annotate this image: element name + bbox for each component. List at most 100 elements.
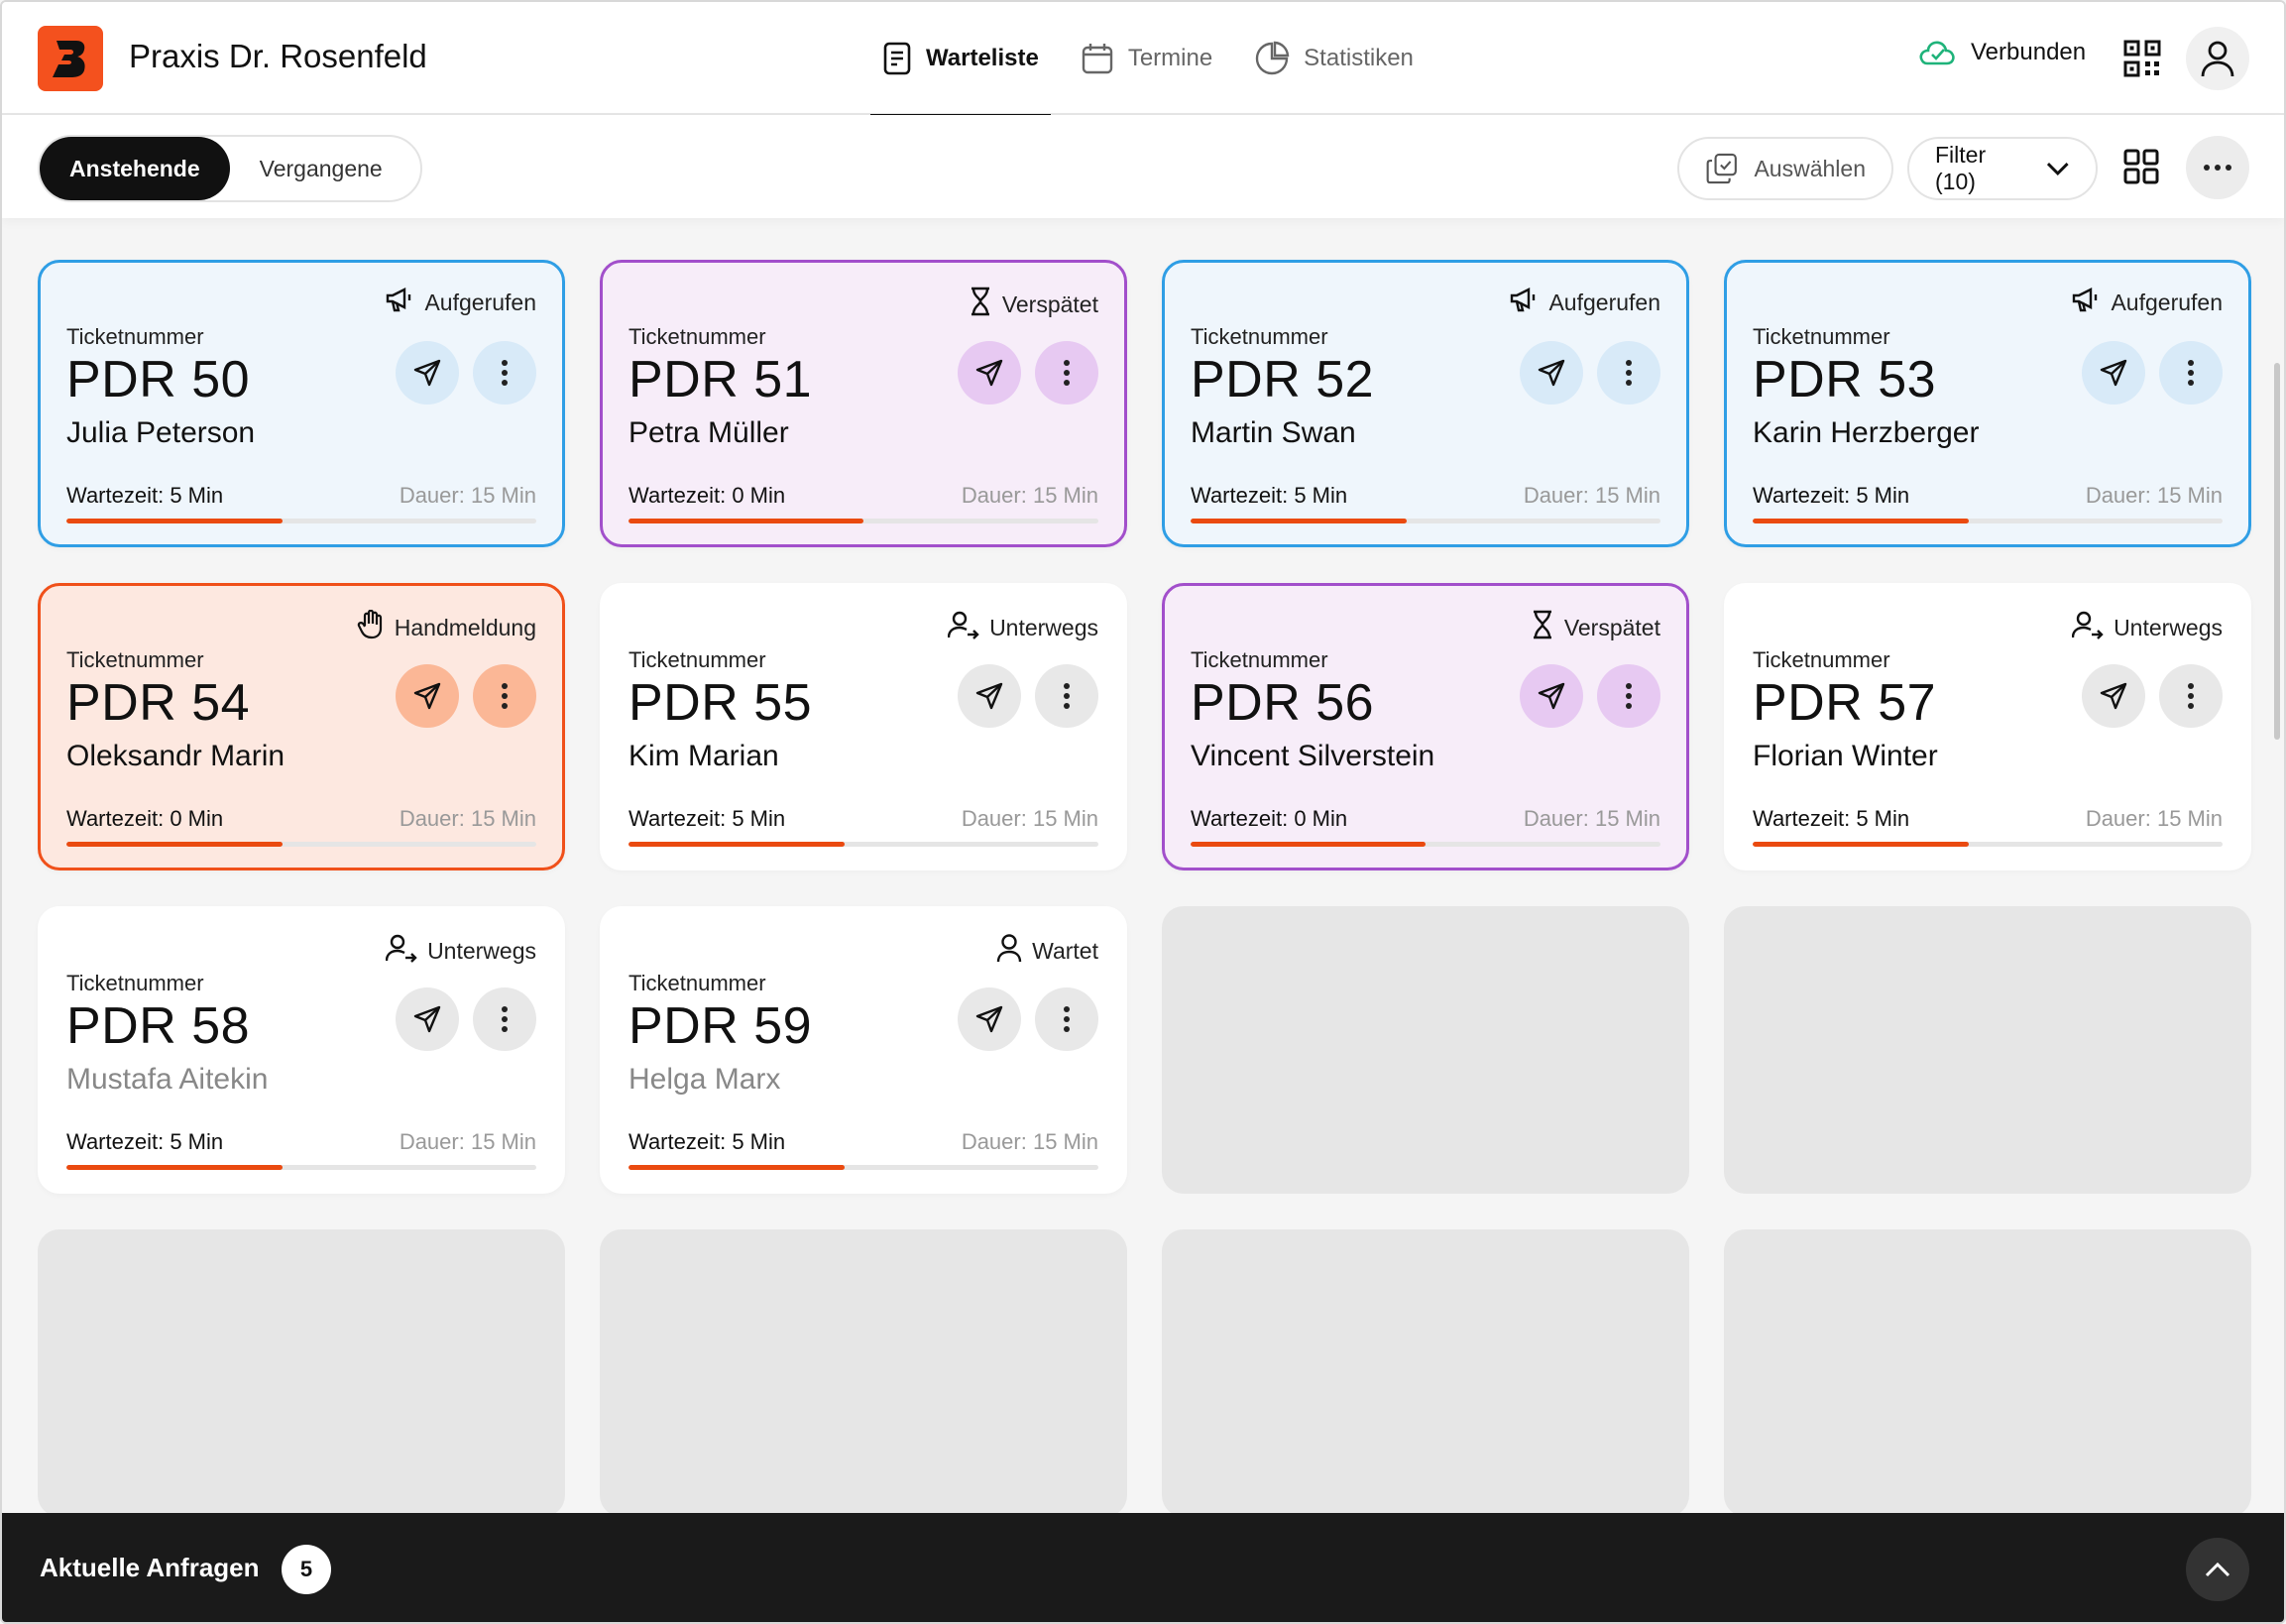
send-button[interactable] [1520,664,1583,728]
hourglass-icon [1531,610,1554,645]
wait-time: Wartezeit: 5 Min [66,483,224,508]
ticket-number-label: Ticketnummer [1753,324,1890,349]
ticket-status: Wartet [996,933,1098,969]
duration: Dauer: 15 Min [961,806,1098,831]
tab-warteliste[interactable]: Warteliste [870,2,1051,117]
ellipsis-vertical-icon [2188,683,2194,709]
card-more-button[interactable] [473,664,536,728]
empty-card-slot [1724,906,2251,1194]
progress-bar-fill [629,519,863,523]
requests-label: Aktuelle Anfragen [40,1553,260,1582]
ticket-number: PDR 57 [1753,674,1937,732]
more-options-button[interactable] [2186,136,2249,199]
segment-anstehende[interactable]: Anstehende [40,137,230,200]
card-more-button[interactable] [1597,341,1660,405]
ticket-status: Unterwegs [2071,610,2223,645]
send-button[interactable] [396,341,459,405]
card-more-button[interactable] [2159,664,2223,728]
send-button[interactable] [958,987,1021,1051]
grid-view-icon[interactable] [2123,149,2159,189]
duration: Dauer: 15 Min [2085,483,2223,508]
send-button[interactable] [2082,664,2145,728]
user-arrow-icon [947,610,979,645]
expand-requests-button[interactable] [2186,1538,2249,1601]
tab-termine[interactable]: Termine [1069,2,1224,115]
wait-time: Wartezeit: 0 Min [1191,806,1348,831]
user-avatar-button[interactable] [2186,27,2249,90]
ticket-number-label: Ticketnummer [66,324,204,349]
wait-time: Wartezeit: 5 Min [1753,806,1910,831]
patient-name: Karin Herzberger [1753,416,1980,449]
ellipsis-vertical-icon [1064,360,1070,386]
card-more-button[interactable] [1597,664,1660,728]
qr-code-icon[interactable] [2123,40,2161,82]
ticket-number-label: Ticketnummer [629,324,766,349]
ticket-card[interactable]: Unterwegs Ticketnummer PDR 58 Mustafa Ai… [38,906,565,1194]
send-button[interactable] [396,987,459,1051]
progress-bar-fill [629,842,846,847]
multi-select-icon [1706,153,1737,184]
filter-dropdown[interactable]: Filter (10) [1907,137,2098,200]
ticket-card[interactable]: Unterwegs Ticketnummer PDR 55 Kim Marian… [600,583,1127,870]
duration: Dauer: 15 Min [961,1129,1098,1154]
calendar-icon [1082,44,1113,74]
send-button[interactable] [2082,341,2145,405]
ticket-number: PDR 59 [629,997,813,1055]
ticket-status-label: Unterwegs [2114,614,2223,640]
send-icon [1538,359,1565,387]
empty-card-slot [600,1229,1127,1517]
ticket-card[interactable]: Aufgerufen Ticketnummer PDR 52 Martin Sw… [1162,260,1689,547]
ticket-status: Handmeldung [357,609,536,645]
progress-bar [629,842,1098,847]
connection-status: Verbunden [1917,38,2086,67]
ellipsis-vertical-icon [502,360,508,386]
card-more-button[interactable] [1035,341,1098,405]
send-button[interactable] [1520,341,1583,405]
ticket-card[interactable]: Verspätet Ticketnummer PDR 56 Vincent Si… [1162,583,1689,870]
ticket-number-label: Ticketnummer [629,647,766,672]
ticket-card[interactable]: Wartet Ticketnummer PDR 59 Helga Marx Wa… [600,906,1127,1194]
ticket-status: Unterwegs [385,933,536,969]
tab-statistiken[interactable]: Statistiken [1242,2,1426,115]
send-button[interactable] [396,664,459,728]
progress-bar-fill [629,1165,846,1170]
user-icon [2201,41,2234,77]
send-icon [975,359,1003,387]
card-more-button[interactable] [473,341,536,405]
ticket-card[interactable]: Handmeldung Ticketnummer PDR 54 Oleksand… [38,583,565,870]
ticket-number: PDR 51 [629,351,813,408]
send-icon [975,682,1003,710]
progress-bar-fill [66,842,284,847]
ticket-card[interactable]: Aufgerufen Ticketnummer PDR 53 Karin Her… [1724,260,2251,547]
card-more-button[interactable] [1035,987,1098,1051]
ticket-status: Aufgerufen [1509,287,1660,318]
card-more-button[interactable] [473,987,536,1051]
ticket-card[interactable]: Verspätet Ticketnummer PDR 51 Petra Müll… [600,260,1127,547]
duration: Dauer: 15 Min [2085,806,2223,831]
send-icon [413,1005,441,1033]
ticket-number-label: Ticketnummer [629,971,766,995]
patient-name: Petra Müller [629,416,789,449]
ticket-card[interactable]: Unterwegs Ticketnummer PDR 57 Florian Wi… [1724,583,2251,870]
brand-logo-icon[interactable] [38,26,103,91]
ticket-status-label: Wartet [1032,937,1098,964]
send-button[interactable] [958,341,1021,405]
megaphone-icon [1509,287,1539,318]
progress-bar [1753,519,2223,523]
segment-vergangene[interactable]: Vergangene [259,155,383,181]
ticket-card[interactable]: Aufgerufen Ticketnummer PDR 50 Julia Pet… [38,260,565,547]
ticket-number: PDR 58 [66,997,251,1055]
practice-title: Praxis Dr. Rosenfeld [129,38,427,74]
select-button[interactable]: Auswählen [1677,137,1893,200]
ticket-number-label: Ticketnummer [1753,647,1890,672]
wait-time: Wartezeit: 5 Min [66,1129,224,1154]
card-more-button[interactable] [2159,341,2223,405]
send-button[interactable] [958,664,1021,728]
scrollbar-thumb[interactable] [2274,363,2280,740]
ticket-number-label: Ticketnummer [66,647,204,672]
card-more-button[interactable] [1035,664,1098,728]
send-icon [2100,682,2127,710]
top-header: Praxis Dr. Rosenfeld Warteliste Termine [2,2,2284,117]
wait-time: Wartezeit: 0 Min [629,483,786,508]
